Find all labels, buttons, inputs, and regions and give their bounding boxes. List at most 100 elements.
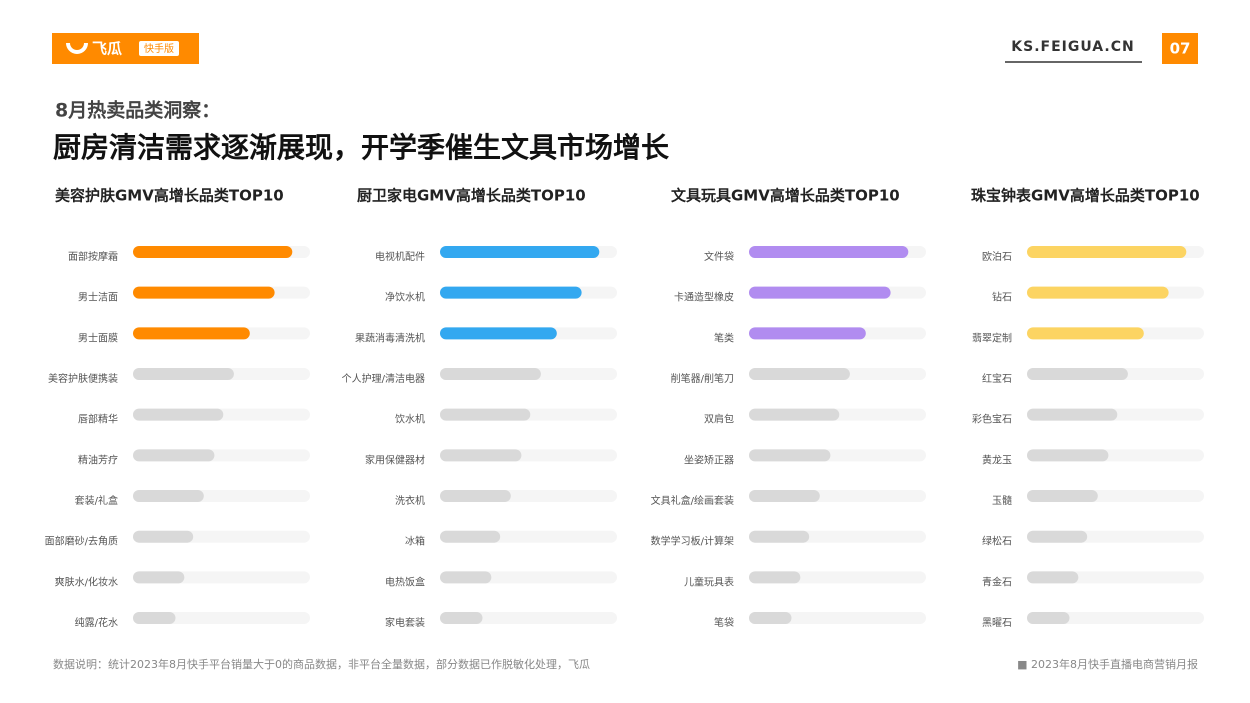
category-label: 彩色宝石 xyxy=(972,413,1012,426)
bar xyxy=(133,327,250,340)
category-label: 男士洁面 xyxy=(78,291,118,304)
category-label: 果蔬消毒清洗机 xyxy=(355,331,425,344)
bar xyxy=(749,612,792,625)
bar xyxy=(133,246,293,258)
title: 厨房清洁需求逐渐展现，开学季催生文具市场增长 xyxy=(53,131,669,164)
page-box xyxy=(1162,33,1198,64)
chart-title: 文具玩具GMV高增长品类TOP10 xyxy=(671,187,900,205)
bar xyxy=(133,490,204,503)
bar xyxy=(440,449,522,462)
logo-text: 飞瓜 xyxy=(92,40,122,58)
logo-badge-box xyxy=(139,41,179,56)
chart-title: 美容护肤GMV高增长品类TOP10 xyxy=(55,187,284,205)
bar-track xyxy=(133,612,310,625)
bar xyxy=(749,286,891,299)
bar xyxy=(1027,408,1118,421)
bar xyxy=(133,571,185,584)
bar xyxy=(749,246,909,258)
bar xyxy=(1027,449,1109,462)
footnote: 数据说明：统计2023年8月快手平台销量大于0的商品数据，非平台全量数据，部分数… xyxy=(53,657,590,671)
category-label: 面部按摩霜 xyxy=(68,250,118,263)
chart-title: 珠宝钟表GMV高增长品类TOP10 xyxy=(971,187,1200,205)
bar xyxy=(749,530,810,543)
bar xyxy=(1027,327,1144,340)
bar xyxy=(1027,490,1098,503)
category-label: 冰箱 xyxy=(405,535,425,548)
logo-icon xyxy=(66,42,88,54)
category-label: 钻石 xyxy=(992,291,1012,304)
bar xyxy=(1027,571,1079,584)
category-label: 坐姿矫正器 xyxy=(684,453,734,466)
category-label: 笔袋 xyxy=(714,616,734,629)
category-label: 唇部精华 xyxy=(78,413,118,426)
category-label: 笔类 xyxy=(714,331,734,344)
bar xyxy=(749,408,840,421)
category-label: 套装/礼盒 xyxy=(75,494,118,507)
category-label: 饮水机 xyxy=(395,413,425,426)
bar xyxy=(440,571,492,584)
chart-title: 厨卫家电GMV高增长品类TOP10 xyxy=(357,187,586,205)
bar xyxy=(1027,368,1128,381)
bar xyxy=(440,490,511,503)
category-label: 洗衣机 xyxy=(395,494,425,507)
category-label: 个人护理/清洁电器 xyxy=(342,372,425,385)
bar xyxy=(133,612,176,625)
category-label: 数学学习板/计算架 xyxy=(651,535,734,548)
bar xyxy=(133,368,234,381)
bar xyxy=(1027,286,1169,299)
category-label: 面部磨砂/去角质 xyxy=(45,535,118,548)
category-label: 精油芳疗 xyxy=(78,453,118,466)
category-label: 儿童玩具表 xyxy=(684,575,734,588)
bar xyxy=(440,612,483,625)
category-label: 美容护肤便携装 xyxy=(48,372,118,385)
category-label: 欧泊石 xyxy=(982,251,1012,263)
category-label: 翡翠定制 xyxy=(972,331,1012,344)
bar xyxy=(749,368,850,381)
category-label: 文件袋 xyxy=(704,250,734,263)
bar xyxy=(1027,530,1088,543)
bar-track xyxy=(440,612,617,625)
bar xyxy=(440,286,582,299)
category-label: 红宝石 xyxy=(982,372,1012,385)
category-label: 玉髓 xyxy=(992,494,1012,507)
bar xyxy=(1027,246,1187,258)
heading: 8月热卖品类洞察： xyxy=(55,99,220,122)
category-label: 纯露/花水 xyxy=(75,616,118,629)
bar xyxy=(440,408,531,421)
bar xyxy=(133,408,224,421)
bar xyxy=(440,368,541,381)
bar-track xyxy=(1027,612,1204,625)
category-label: 男士面膜 xyxy=(78,331,118,344)
category-label: 青金石 xyxy=(982,575,1012,588)
bar xyxy=(133,449,215,462)
category-label: 电热饭盒 xyxy=(385,575,425,588)
category-label: 双肩包 xyxy=(704,413,734,426)
category-label: 家电套装 xyxy=(385,616,425,629)
bar xyxy=(133,530,194,543)
bar xyxy=(749,571,801,584)
bar xyxy=(133,286,275,299)
category-label: 爽肤水/化妆水 xyxy=(55,575,118,588)
category-label: 家用保健器材 xyxy=(365,453,425,466)
bar-track xyxy=(749,612,926,625)
bar xyxy=(440,246,600,258)
category-label: 文具礼盒/绘画套装 xyxy=(651,494,734,507)
page-number: 07 xyxy=(1170,40,1191,58)
category-label: 绿松石 xyxy=(982,535,1012,548)
category-label: 净饮水机 xyxy=(385,291,425,304)
bar xyxy=(1027,612,1070,625)
site: KS.FEIGUA.CN xyxy=(1011,39,1134,55)
category-label: 电视机配件 xyxy=(375,250,425,263)
category-label: 黄龙玉 xyxy=(982,453,1012,466)
bar xyxy=(749,449,831,462)
category-label: 卡通造型橡皮 xyxy=(674,291,734,304)
category-label: 削笔器/削笔刀 xyxy=(671,372,734,385)
bar xyxy=(440,327,557,340)
category-label: 黑曜石 xyxy=(982,617,1012,629)
bar xyxy=(749,490,820,503)
logo-badge: 快手版 xyxy=(144,42,174,55)
report-name: ■ 2023年8月快手直播电商营销月报 xyxy=(1017,657,1198,671)
bar xyxy=(440,530,501,543)
